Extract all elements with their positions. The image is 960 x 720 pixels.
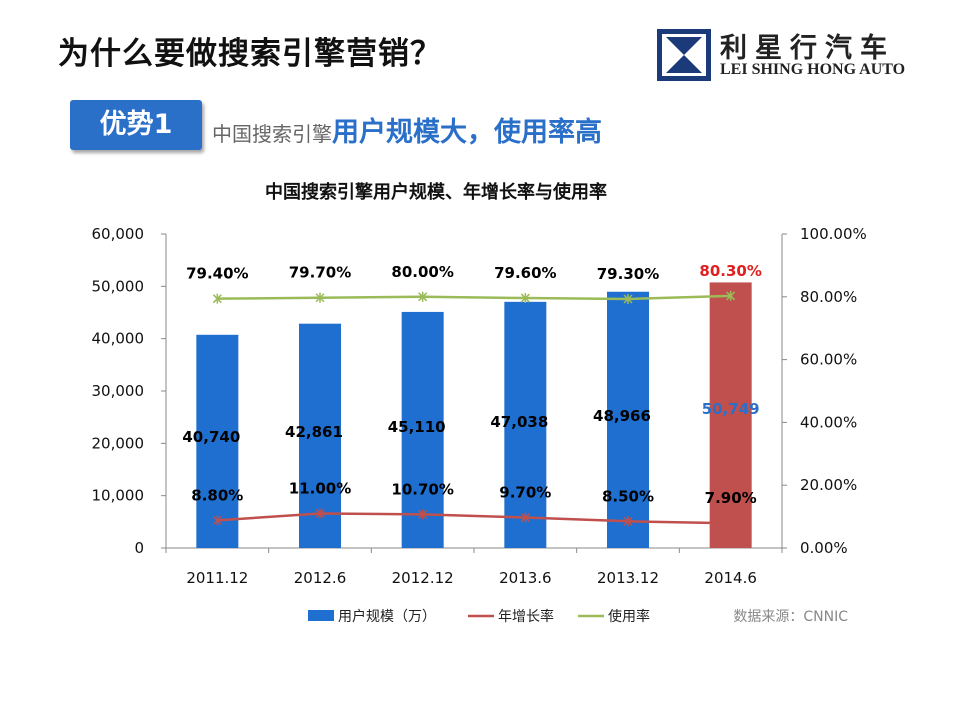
data-labels: 40,740 42,861 45,110 47,038 48,966 50,749 79.4… [182,262,762,507]
left-tick-label: 0 [134,539,144,557]
company-logo: 利星行汽车 LEI SHING HONG AUTO [656,28,926,82]
left-tick-label: 20,000 [92,434,145,452]
logo-english-name: LEI SHING HONG AUTO [720,61,906,78]
right-tick-label: 80.00% [800,288,857,306]
bar [196,334,239,548]
line-point-marker [726,290,736,301]
usage-rate-label: 80.00% [391,263,453,281]
left-tick-label: 60,000 [92,225,145,243]
legend-label: 用户规模（万） [338,608,436,625]
line-point-marker [418,509,428,520]
line-point-marker [623,516,633,527]
advantage-badge: 优势1 [70,100,202,150]
logo-chinese-name: 利星行汽车 [720,33,895,64]
logo-emblem-icon [657,29,711,81]
line-point-marker [212,293,222,304]
line-series [212,290,736,529]
usage-rate-line [217,294,731,301]
line-point-marker [520,293,530,304]
bar-value-label: 40,740 [182,428,240,446]
left-tick-label: 10,000 [92,487,145,505]
right-tick-label: 0.00% [800,539,848,557]
usage-rate-label: 79.70% [289,264,351,282]
bar [401,311,444,548]
source-note: 数据来源：CNNIC [733,609,848,625]
line-point-marker [315,292,325,303]
growth-rate-label: 7.90% [705,489,757,507]
line-point-marker [726,518,736,529]
bar-value-label: 50,749 [702,400,760,418]
line-point-marker [212,515,222,526]
slide-subtitle: 中国搜索引擎用户规模大，使用率高 [212,110,602,149]
legend-label: 年增长率 [498,608,554,625]
line-point-marker [520,512,530,523]
legend-swatch-bar [308,610,334,621]
left-tick-label: 50,000 [92,277,145,295]
bar [504,301,547,548]
bar-series [196,282,752,548]
chart-legend: 用户规模（万） 年增长率 使用率 [308,608,650,625]
bar-value-label: 47,038 [490,413,548,431]
x-tick-label: 2013.12 [597,569,659,587]
x-tick-label: 2013.6 [499,569,552,587]
left-tick-label: 30,000 [92,382,145,400]
x-tick-label: 2011.12 [186,569,248,587]
growth-rate-line [217,512,731,525]
chart-axes: 0 10,000 20,000 30,000 40,000 50,000 60,000 0.0… [92,225,867,587]
x-tick-label: 2014.6 [704,569,757,587]
usage-rate-label: 79.60% [494,264,556,282]
right-tick-label: 60.00% [800,351,857,369]
growth-rate-label: 10.70% [391,480,453,498]
subtitle-prefix: 中国搜索引擎 [212,122,332,146]
growth-rate-label: 9.70% [499,484,551,502]
bar-value-label: 48,966 [593,407,651,425]
right-tick-label: 40.00% [800,413,857,431]
bar [709,282,752,548]
growth-rate-label: 8.50% [602,487,654,505]
x-tick-label: 2012.12 [392,569,454,587]
usage-rate-label: 80.30% [699,262,761,280]
bar [607,291,649,548]
right-tick-label: 100.00% [800,225,867,243]
slide-title: 为什么要做搜索引擎营销？ [58,36,442,72]
right-tick-label: 20.00% [800,476,857,494]
growth-rate-label: 11.00% [289,479,351,497]
growth-rate-label: 8.80% [191,486,243,504]
usage-rate-label: 79.30% [597,265,659,283]
line-point-marker [315,508,325,519]
subtitle-main: 用户规模大，使用率高 [332,117,602,148]
line-point-marker [623,293,633,304]
x-tick-label: 2012.6 [294,569,347,587]
legend-label: 使用率 [608,608,650,625]
chart-title: 中国搜索引擎用户规模、年增长率与使用率 [265,181,607,203]
bar-value-label: 45,110 [388,418,446,436]
usage-rate-label: 79.40% [186,265,248,283]
line-point-marker [418,291,428,302]
left-tick-label: 40,000 [92,330,145,348]
bar-value-label: 42,861 [285,423,343,441]
